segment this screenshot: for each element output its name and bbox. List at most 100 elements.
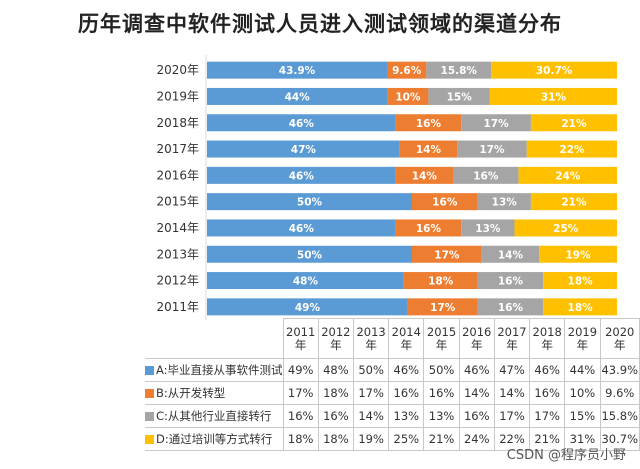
y-tick-label: 2020年: [156, 63, 199, 77]
year-header: 2020 年: [599, 318, 640, 359]
table-cell: 46%: [388, 358, 425, 382]
data-label: 9.6%: [392, 65, 422, 77]
data-label: 49%: [295, 302, 321, 314]
legend-label: B:从开发转型: [156, 385, 226, 400]
data-label: 14%: [498, 249, 524, 261]
bar-segment: [489, 87, 617, 105]
data-label: 44%: [285, 91, 311, 103]
table-cell: 16%: [282, 404, 319, 428]
bar-segment: [399, 140, 458, 158]
data-label: 25%: [553, 223, 579, 235]
legend-cell: A:毕业直接从事软件测试: [145, 358, 284, 382]
y-tick-label: 2018年: [156, 116, 199, 130]
bar-segment: [207, 61, 387, 79]
table-cell: 10%: [564, 381, 601, 405]
data-label: 48%: [293, 276, 319, 288]
bar-segment: [543, 272, 617, 290]
table-cell: 44%: [564, 358, 601, 382]
table-cell: 46%: [458, 358, 495, 382]
bar-segment: [461, 219, 515, 237]
year-header: 2012 年: [317, 318, 354, 359]
y-tick-label: 2015年: [156, 195, 199, 209]
data-label: 19%: [565, 249, 591, 261]
bar-segment: [491, 61, 617, 79]
data-label: 18%: [568, 276, 594, 288]
data-label: 18%: [568, 302, 594, 314]
bar-segment: [207, 114, 396, 132]
bar-segment: [207, 272, 404, 290]
data-label: 17%: [430, 302, 456, 314]
table-cell: 13%: [423, 404, 460, 428]
bar-segment: [207, 245, 412, 263]
table-cell: 16%: [529, 381, 566, 405]
data-label: 46%: [289, 118, 315, 130]
year-header: 2013 年: [352, 318, 390, 359]
bar-segment: [403, 272, 478, 290]
year-header: 2016 年: [458, 318, 495, 359]
year-header-row: 2011 年 2012 年 2013 年 2014 年 2015 年 2016 年 2017 年 2018 年…: [145, 318, 640, 359]
bar-segment: [207, 193, 412, 211]
data-label: 50%: [297, 197, 323, 209]
table-cell: 48%: [317, 358, 354, 382]
data-label: 16%: [416, 223, 442, 235]
data-label: 47%: [291, 144, 317, 156]
legend-cell: B:从开发转型: [145, 381, 284, 405]
data-label: 17%: [483, 118, 509, 130]
table-cell: 18%: [317, 427, 354, 451]
bar-segment: [461, 114, 531, 132]
table-cell: 16%: [458, 404, 495, 428]
data-label: 46%: [289, 223, 315, 235]
bar-segment: [412, 245, 482, 263]
bar-segment: [426, 61, 492, 79]
data-label: 21%: [561, 197, 587, 209]
legend-swatch: [145, 411, 154, 421]
table-cell: 46%: [529, 358, 566, 382]
data-label: 16%: [416, 118, 442, 130]
data-label: 16%: [498, 302, 524, 314]
table-cell: 16%: [423, 381, 460, 405]
year-header: 2011 年: [282, 318, 319, 359]
table-cell: 18%: [317, 381, 354, 405]
bar-segment: [395, 114, 462, 132]
data-label: 43.9%: [279, 65, 316, 77]
data-label: 21%: [561, 118, 587, 130]
table-cell: 43.9%: [599, 358, 640, 382]
data-label: 50%: [297, 249, 323, 261]
data-table: 2011 年 2012 年 2013 年 2014 年 2015 年 2016 年 2017 年 2018 年…: [145, 318, 640, 451]
table-cell: 17%: [352, 381, 390, 405]
chart-title: 历年调查中软件测试人员进入测试领域的渠道分布: [78, 11, 562, 36]
table-cell: 13%: [388, 404, 425, 428]
bar-segment: [395, 219, 462, 237]
legend-label: A:毕业直接从事软件测试: [156, 362, 283, 377]
table-cell: 50%: [423, 358, 460, 382]
bar-segment: [481, 245, 540, 263]
table-row: C:从其他行业直接转行 16% 16% 14% 13% 13% 16% 17% 17% 15% 15…: [145, 404, 640, 428]
bar-segment: [207, 219, 396, 237]
bar-segment: [207, 140, 400, 158]
y-tick-label: 2012年: [156, 274, 199, 288]
table-cell: 15.8%: [599, 404, 640, 428]
year-header: 2017 年: [493, 318, 531, 359]
legend-swatch: [145, 434, 154, 444]
data-label: 18%: [428, 276, 454, 288]
bar-segment: [457, 140, 527, 158]
table-cell: 14%: [493, 381, 531, 405]
table-cell: 31%: [564, 427, 601, 451]
bar-segment: [407, 298, 478, 316]
bar-segment: [207, 166, 396, 184]
table-cell: 24%: [458, 427, 495, 451]
table-cell: 30.7%: [599, 427, 640, 451]
y-tick-label: 2013年: [156, 247, 199, 261]
data-label: 13%: [475, 223, 501, 235]
bar-segment: [526, 140, 617, 158]
bar-segment: [453, 166, 519, 184]
legend-swatch: [145, 365, 154, 375]
data-label: 16%: [473, 170, 499, 182]
legend-cell: D:通过培训等方式转行: [145, 427, 284, 451]
y-tick-label: 2016年: [156, 168, 199, 182]
y-tick-label: 2011年: [156, 300, 199, 314]
legend-label: D:通过培训等方式转行: [156, 431, 273, 446]
bar-segment: [207, 298, 408, 316]
bar-segment: [530, 114, 617, 132]
data-label: 14%: [416, 144, 442, 156]
